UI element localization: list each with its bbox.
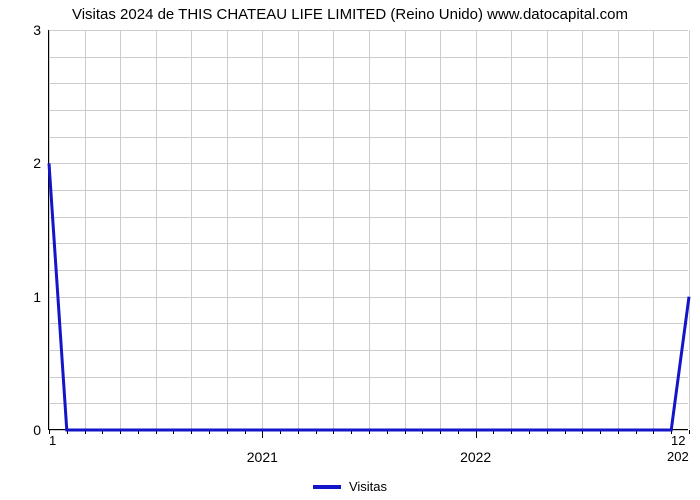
y-tick-label: 2 (33, 155, 41, 171)
x-secondary-label: 1 (49, 433, 56, 448)
plot-area: 012320212022112202 (48, 30, 688, 430)
legend-swatch (313, 485, 341, 489)
x-tick (689, 430, 690, 434)
y-tick-label: 1 (33, 289, 41, 305)
grid-line (689, 30, 690, 429)
line-series (49, 30, 689, 430)
x-tick-label: 2021 (247, 449, 278, 465)
x-secondary-label: 202 (667, 449, 689, 464)
legend-label: Visitas (349, 479, 387, 494)
x-secondary-label: 12 (671, 433, 685, 448)
y-tick-label: 0 (33, 422, 41, 438)
x-tick-label: 2022 (460, 449, 491, 465)
legend: Visitas (0, 479, 700, 494)
chart-title: Visitas 2024 de THIS CHATEAU LIFE LIMITE… (0, 6, 700, 23)
y-tick-label: 3 (33, 22, 41, 38)
